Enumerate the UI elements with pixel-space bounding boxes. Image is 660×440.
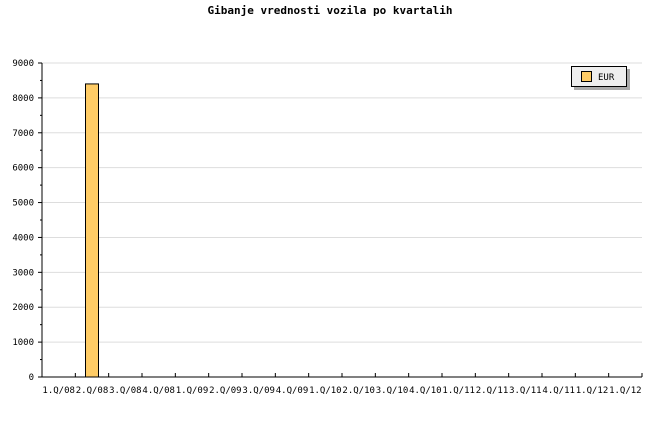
x-tick-label: 3.Q/11 [509,386,542,396]
x-tick-label: 3.Q/08 [109,386,142,396]
y-tick-label: 6000 [12,164,34,174]
legend-label: EUR [598,73,615,83]
x-tick-label: 2.Q/08 [76,386,109,396]
x-tick-label: 4.Q/08 [142,386,175,396]
bar [85,83,99,378]
x-tick-label: 1.Q/12 [576,386,609,396]
x-tick-label: 1.Q/09 [176,386,209,396]
y-tick-label: 0 [29,373,34,383]
y-tick-label: 8000 [12,94,34,104]
x-tick-label: 2.Q/09 [209,386,242,396]
x-tick-label: 1.Q/08 [42,386,75,396]
x-tick-label: 2.Q/11 [476,386,509,396]
y-tick-label: 3000 [12,268,34,278]
x-tick-label: 2.Q/10 [342,386,375,396]
y-tick-label: 9000 [12,59,34,69]
x-tick-label: 4.Q/09 [276,386,309,396]
y-tick-label: 4000 [12,233,34,243]
x-tick-label: 4.Q/11 [542,386,575,396]
y-tick-label: 7000 [12,129,34,139]
y-tick-label: 5000 [12,199,34,209]
x-tick-label: 3.Q/09 [242,386,275,396]
y-tick-label: 1000 [12,338,34,348]
x-tick-label: 1.Q/12 [609,386,642,396]
x-tick-label: 4.Q/10 [409,386,442,396]
x-tick-label: 1.Q/10 [309,386,342,396]
chart-title: Gibanje vrednosti vozila po kvartalih [207,4,453,17]
legend-swatch [581,71,592,82]
x-tick-label: 3.Q/10 [376,386,409,396]
x-tick-label: 1.Q/11 [442,386,475,396]
y-tick-label: 2000 [12,303,34,313]
